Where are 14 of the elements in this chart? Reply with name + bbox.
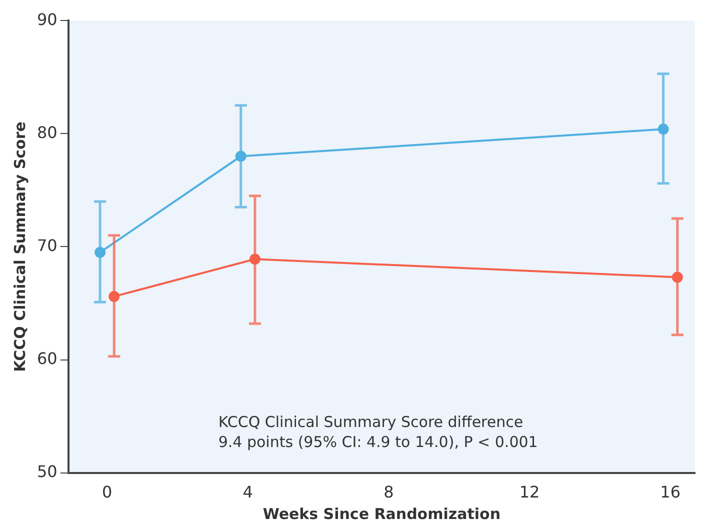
annotation: KCCQ Clinical Summary Score difference [218,412,524,431]
y-tick-label: 60 [37,348,58,368]
y-tick-label: 80 [37,122,58,142]
y-tick-label: 70 [37,236,58,255]
x-axis-title: Weeks Since Randomization [262,504,501,523]
y-tick-label: 50 [37,462,58,481]
x-tick-label: 8 [384,482,394,502]
x-tick-label: 4 [242,482,253,502]
y-tick-label: 90 [37,10,58,29]
x-tick-label: 0 [102,482,112,502]
x-tick-label: 12 [519,482,540,502]
x-tick-label: 16 [660,482,681,502]
annotation: 9.4 points (95% CI: 4.9 to 14.0), P < 0.001 [218,432,538,451]
y-axis-title: KCCQ Clinical Summary Score [10,122,29,372]
